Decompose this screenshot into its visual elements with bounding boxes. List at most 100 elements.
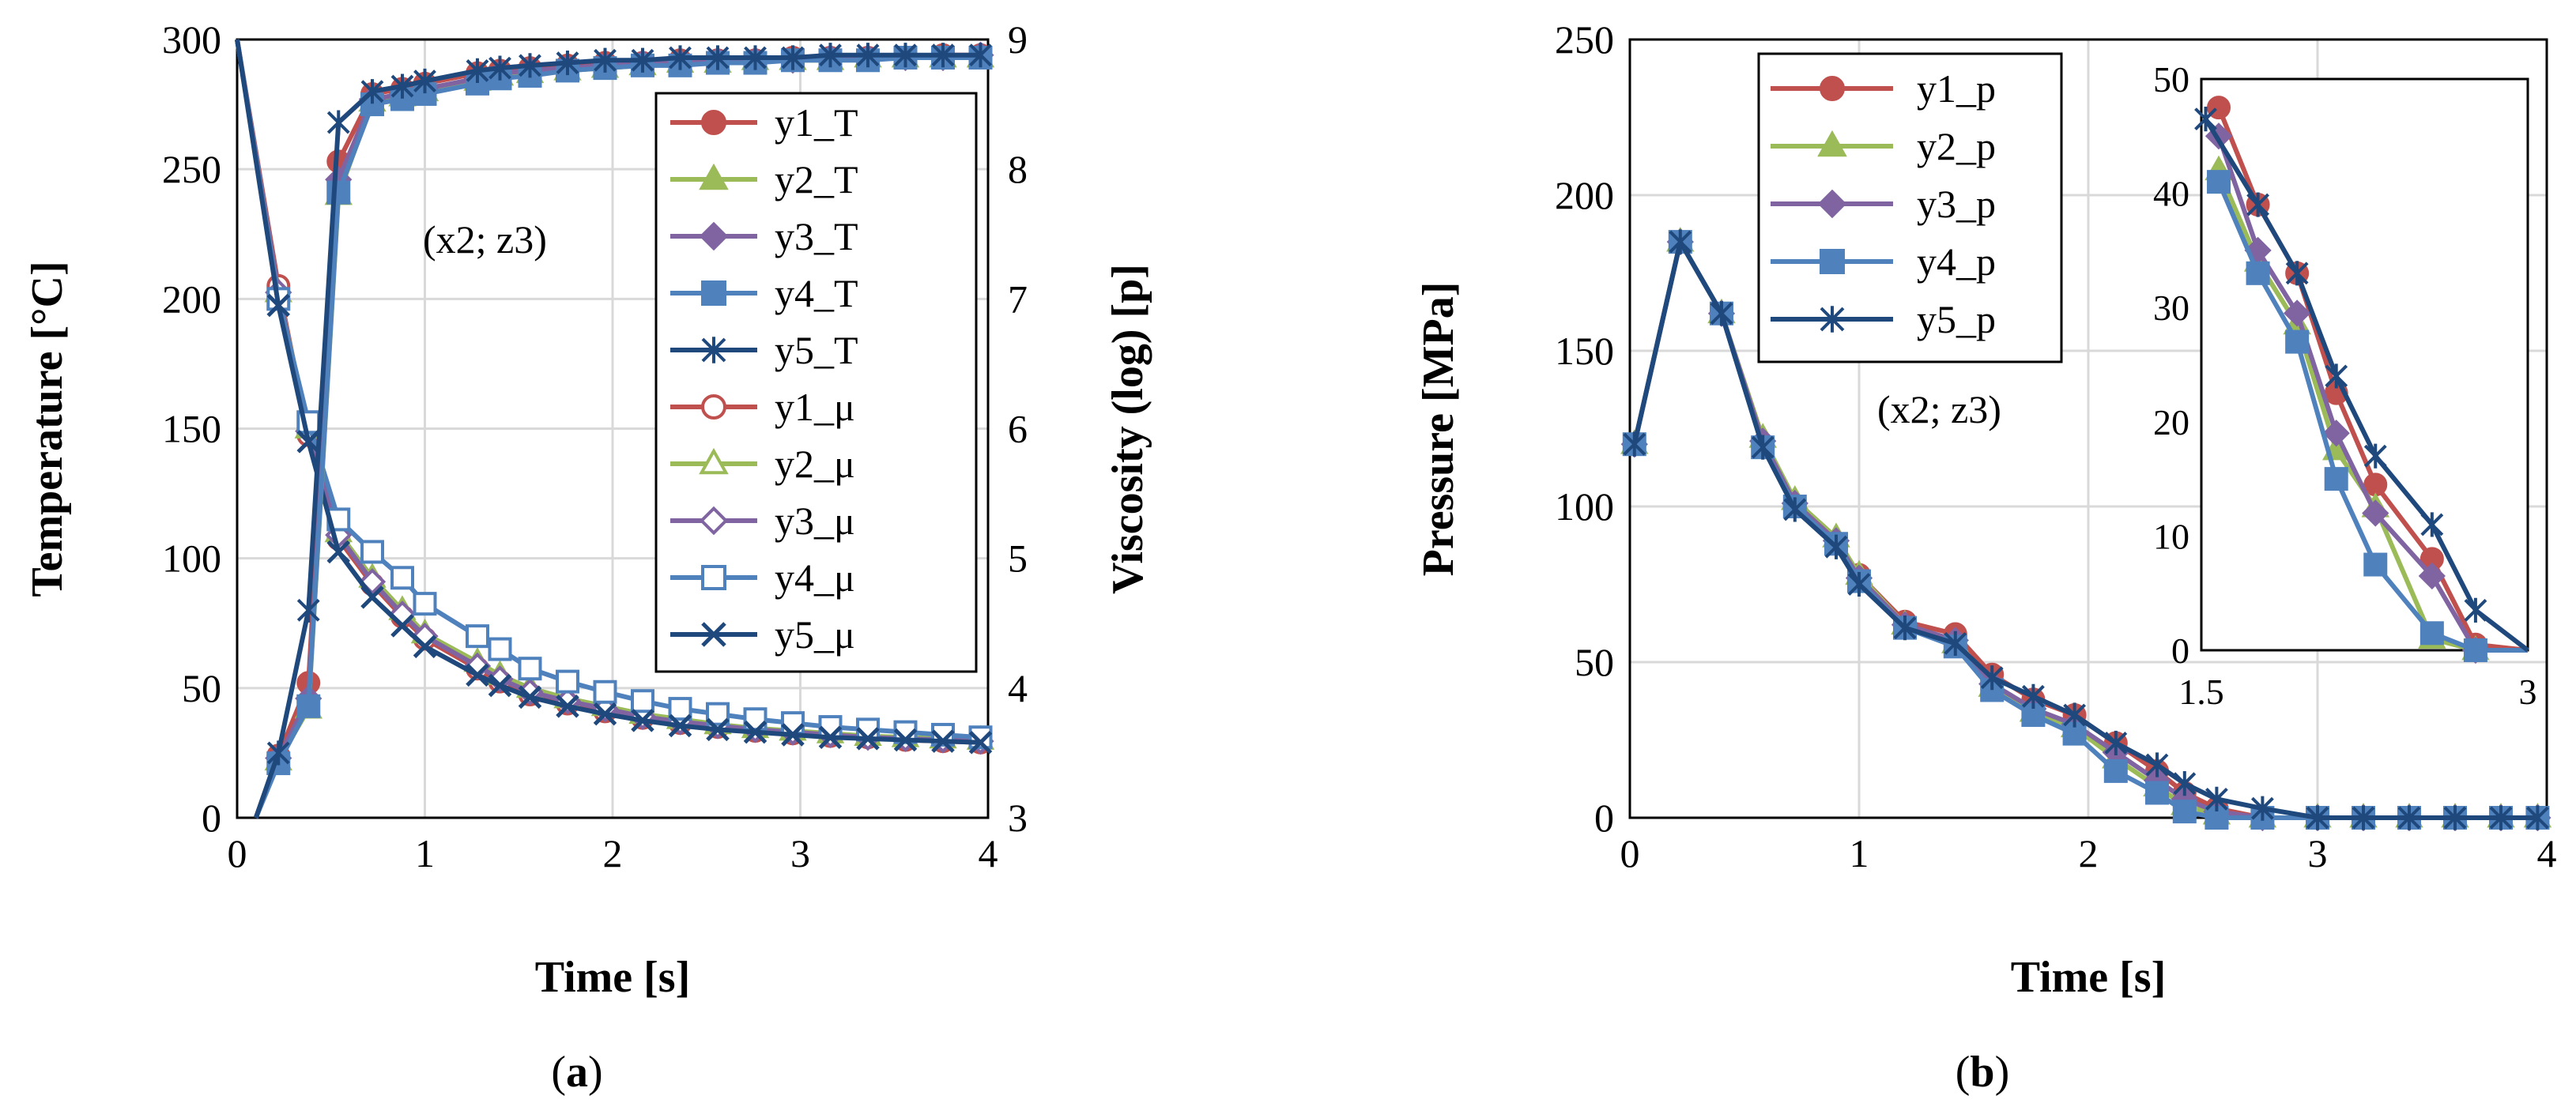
legend-entry-y1_T: y1_T	[670, 100, 858, 145]
legend-entry-y2_μ: y2_μ	[670, 442, 855, 486]
inset-data-point	[2325, 363, 2348, 389]
panel-a-y-left-tick-label: 100	[162, 536, 221, 581]
data-point	[594, 47, 617, 73]
panel-b-inset-y-tick-label: 0	[2171, 631, 2189, 671]
series-line-y5_T	[253, 52, 981, 819]
data-point	[1847, 571, 1871, 597]
data-point	[466, 663, 489, 687]
panel-b-inset-y-tick-label: 40	[2153, 174, 2189, 214]
legend-marker	[699, 506, 729, 536]
panel-a-y-left-tick-label: 150	[162, 407, 221, 451]
data-point	[296, 430, 321, 454]
inset-data-point	[2363, 443, 2387, 469]
legend-label: y3_μ	[775, 499, 855, 543]
panel-b-inset-y-tick-label: 10	[2153, 516, 2189, 556]
legend-marker	[1820, 76, 1845, 101]
panel-a-y-right-tick-label: 7	[1008, 277, 1028, 321]
panel-b-legend-box	[1757, 52, 2063, 363]
panel-a-caption: (a)	[551, 1048, 602, 1097]
panel-a-y-right-ticks: 3 4 5 6 7 8 9	[1008, 17, 1028, 840]
legend-marker	[699, 221, 729, 251]
data-point	[1669, 229, 1692, 254]
legend-marker	[701, 394, 726, 420]
inset-data-point	[2419, 621, 2444, 646]
legend-label: y1_μ	[775, 385, 855, 429]
panel-a-y-right-tick-label: 3	[1008, 796, 1028, 840]
data-point	[931, 729, 955, 753]
legend-entry-y4_T: y4_T	[670, 271, 858, 315]
panel-b-y-tick-label: 250	[1555, 17, 1614, 62]
data-point	[743, 720, 768, 744]
legend-entry-y3_p: y3_p	[1771, 182, 1996, 226]
data-point	[358, 568, 387, 596]
panel-a-x-tick-label: 0	[228, 831, 247, 875]
legend-marker	[701, 280, 726, 306]
legend-label: y4_μ	[775, 555, 855, 600]
panel-b-x-tick-label: 4	[2537, 831, 2557, 875]
panel-a-y-left-tick-label: 300	[162, 17, 221, 62]
data-point	[593, 679, 617, 704]
data-point	[1824, 534, 1848, 559]
panel-a-plot-frame	[236, 38, 990, 819]
inset-data-point	[2285, 261, 2309, 286]
data-point	[856, 727, 880, 751]
data-point	[2250, 796, 2274, 821]
inset-series-y4_p	[2207, 170, 2528, 662]
inset-data-point	[2324, 467, 2348, 491]
panel-b-series	[1620, 227, 2552, 832]
data-point	[488, 55, 511, 81]
data-point	[1751, 435, 1775, 460]
inset-data-point	[2362, 499, 2389, 527]
data-point	[466, 58, 489, 83]
data-point	[819, 43, 842, 68]
inset-data-point	[2418, 562, 2446, 590]
data-point	[360, 585, 384, 609]
legend-entry-y1_p: y1_p	[1771, 66, 1996, 111]
data-point	[2145, 752, 2169, 777]
panel-b-y-tick-label: 150	[1555, 329, 1614, 373]
panel-b-inset-y-ticks: 0 10 20 30 40 50	[2153, 59, 2189, 671]
series-line-y4_μ	[235, 39, 981, 740]
series-y5_p	[1623, 229, 2549, 830]
data-point	[931, 43, 955, 68]
legend-label: y2_T	[775, 157, 858, 201]
legend-entry-y5_T: y5_T	[670, 328, 858, 372]
panel-a-annotation: (x2; z3)	[423, 217, 547, 262]
data-point	[1710, 301, 1733, 326]
data-point	[556, 695, 579, 718]
legend-marker	[699, 447, 729, 475]
legend-marker	[1817, 189, 1847, 219]
panel-a-x-axis-title: Time [s]	[535, 953, 691, 1002]
panel-b-x-tick-label: 1	[1850, 831, 1869, 875]
inset-series-line-y5_p	[2203, 118, 2529, 653]
data-point	[519, 53, 541, 78]
data-point	[2397, 805, 2421, 830]
data-point	[1623, 431, 1646, 457]
panel-a-x-tick-label: 2	[603, 831, 623, 875]
data-point	[2021, 683, 2045, 709]
data-point	[894, 43, 917, 68]
panel-a-y-left-tick-label: 250	[162, 147, 221, 191]
data-point	[668, 713, 692, 738]
panel-b-x-axis-title: Time [s]	[2011, 953, 2167, 1002]
legend-marker	[699, 163, 729, 190]
data-point	[390, 614, 414, 638]
panel-b-inset-y-tick-label: 20	[2153, 402, 2189, 442]
data-point	[556, 669, 579, 694]
panel-b-inset-x-tick-label: 1.5	[2178, 672, 2224, 712]
data-point	[326, 540, 351, 564]
legend-label: y3_p	[1917, 182, 1996, 226]
legend-label: y1_T	[775, 100, 858, 145]
panel-a-y-right-axis-title: Viscosity (log) [p]	[1103, 264, 1152, 594]
inset-data-point	[2207, 170, 2231, 194]
panel-a-y-left-tick-label: 200	[162, 277, 221, 321]
data-point	[968, 731, 993, 755]
panel-b-y-axis-title: Pressure [MPa]	[1414, 282, 1463, 577]
panel-b-inset-y-tick-label: 30	[2153, 288, 2189, 328]
legend-entry-y4_μ: y4_μ	[670, 555, 855, 600]
data-point	[631, 709, 654, 732]
inset-data-point	[2285, 329, 2310, 354]
inset-data-point	[2322, 420, 2350, 447]
